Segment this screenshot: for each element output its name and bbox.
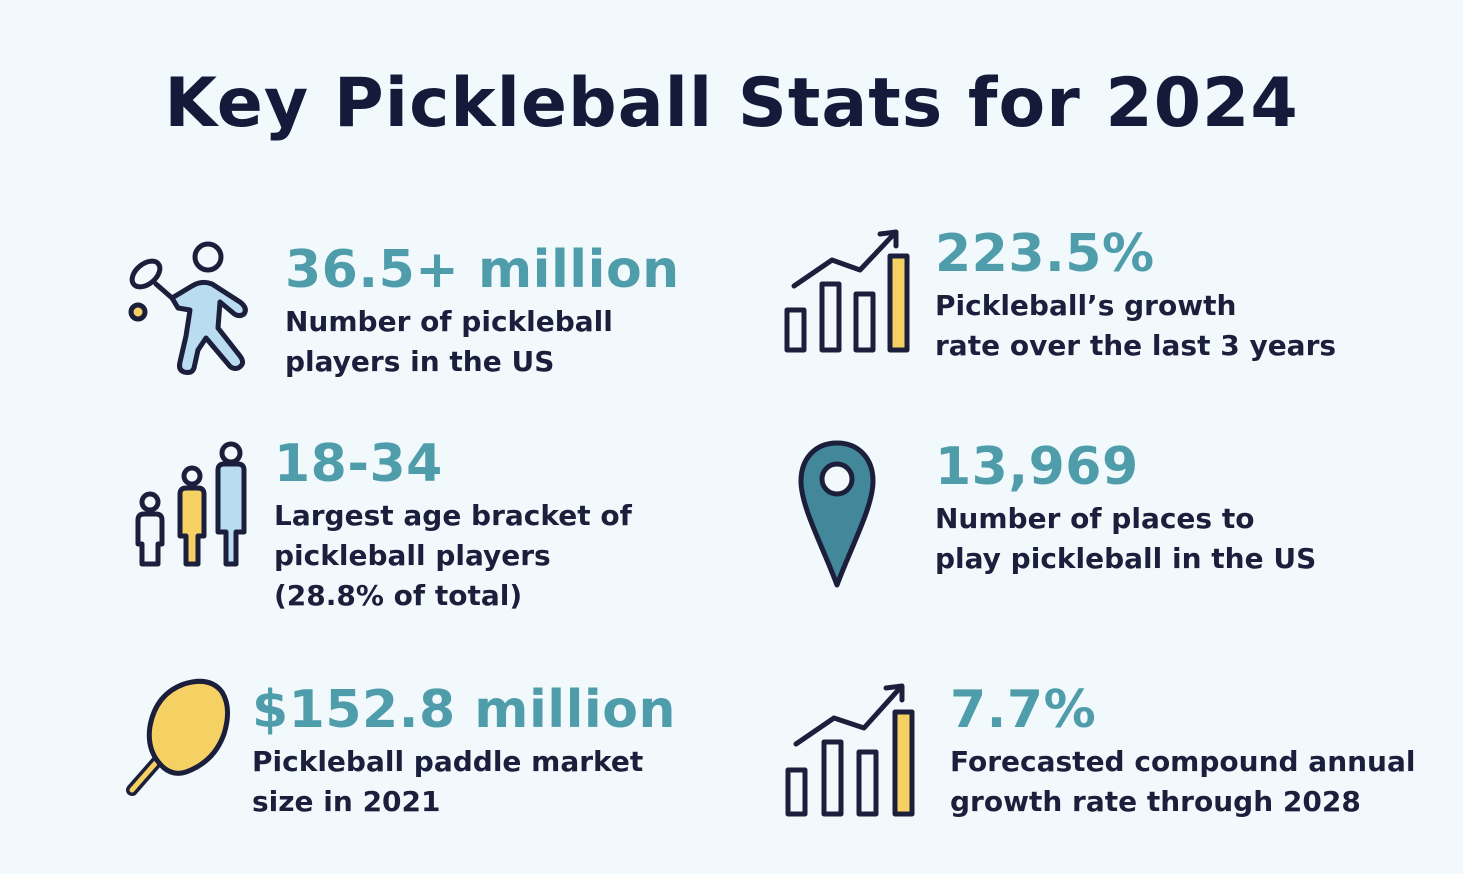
paddle-icon [120, 672, 235, 802]
stat-description-line: pickleball players [274, 539, 551, 572]
stat-places: 13,969 Number of places to play pickleba… [795, 437, 1355, 597]
stat-description: Forecasted compound annual growth rate t… [950, 742, 1416, 822]
stat-description-line: play pickleball in the US [935, 542, 1317, 575]
stat-text: $152.8 million Pickleball paddle market … [252, 684, 676, 822]
stat-description: Number of pickleball players in the US [285, 302, 680, 382]
stat-description: Pickleball paddle market size in 2021 [252, 742, 676, 822]
age-group-people-icon [128, 436, 258, 571]
stat-description-line: Pickleball paddle market [252, 745, 644, 778]
stat-description: Largest age bracket of pickleball player… [274, 496, 632, 616]
stat-growth-rate: 223.5% Pickleball’s growth rate over the… [782, 226, 1382, 376]
stat-description-line: Largest age bracket of [274, 499, 632, 532]
stat-text: 13,969 Number of places to play pickleba… [935, 441, 1316, 579]
stat-description-line: rate over the last 3 years [935, 329, 1337, 362]
stat-text: 36.5+ million Number of pickleball playe… [285, 244, 680, 382]
stat-description-line: Pickleball’s growth [935, 289, 1237, 322]
stat-description: Number of places to play pickleball in t… [935, 499, 1316, 579]
stat-cagr: 7.7% Forecasted compound annual growth r… [782, 680, 1442, 840]
location-pin-icon [795, 437, 880, 592]
stat-text: 223.5% Pickleball’s growth rate over the… [935, 228, 1336, 366]
stat-description-line: (28.8% of total) [274, 579, 523, 612]
stat-value: $152.8 million [252, 680, 676, 740]
stat-text: 18-34 Largest age bracket of pickleball … [274, 438, 632, 616]
stat-text: 7.7% Forecasted compound annual growth r… [950, 684, 1416, 822]
growth-chart-icon [782, 226, 917, 356]
stat-description: Pickleball’s growth rate over the last 3… [935, 286, 1336, 366]
stat-description-line: size in 2021 [252, 785, 441, 818]
stat-paddle-market: $152.8 million Pickleball paddle market … [120, 672, 700, 832]
growth-chart-icon [782, 680, 922, 820]
stat-value: 7.7% [950, 680, 1097, 740]
stat-age-bracket: 18-34 Largest age bracket of pickleball … [128, 436, 688, 626]
stat-description-line: Number of places to [935, 502, 1255, 535]
stat-players: 36.5+ million Number of pickleball playe… [120, 240, 700, 390]
page-title: Key Pickleball Stats for 2024 [164, 64, 1299, 143]
stat-value: 36.5+ million [285, 240, 680, 300]
stat-value: 13,969 [935, 437, 1139, 497]
stat-description-line: Number of pickleball [285, 305, 613, 338]
stat-description-line: growth rate through 2028 [950, 785, 1361, 818]
stat-description-line: Forecasted compound annual [950, 745, 1416, 778]
pickleball-player-icon [120, 240, 265, 380]
stat-value: 223.5% [935, 224, 1155, 284]
stat-value: 18-34 [274, 434, 443, 494]
stat-description-line: players in the US [285, 345, 555, 378]
